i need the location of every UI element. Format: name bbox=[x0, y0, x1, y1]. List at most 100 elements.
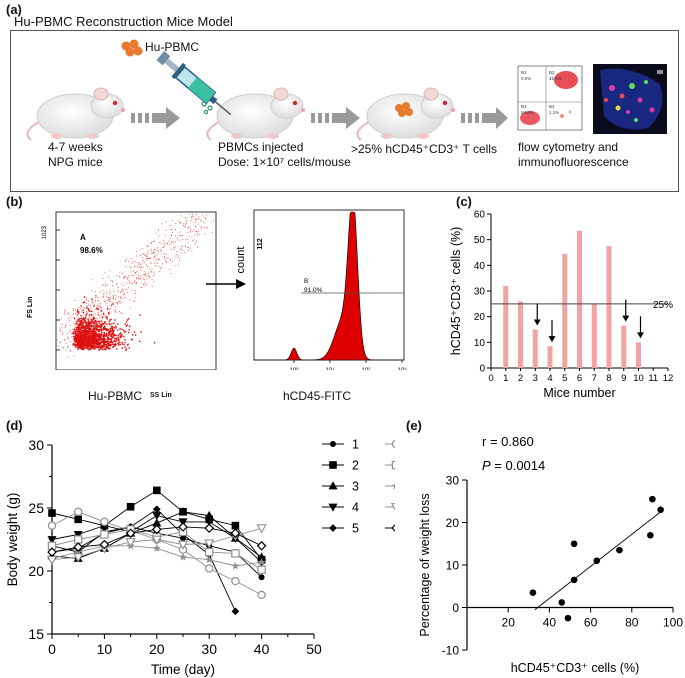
e-point-2 bbox=[564, 614, 572, 622]
d-point-10-1 bbox=[73, 542, 84, 552]
d-point-10-5 bbox=[178, 522, 188, 532]
d-point-9-3 bbox=[125, 538, 136, 548]
c-arrow-icon-3 bbox=[533, 319, 541, 326]
pbmc-cells-icon bbox=[121, 39, 143, 57]
c-x-tick-label-7: 7 bbox=[592, 373, 597, 384]
panel-c-label: (c) bbox=[456, 194, 472, 209]
gate-a-label: A bbox=[80, 233, 86, 242]
c-y-tick-label-4: 40 bbox=[474, 261, 486, 272]
c-bar-5 bbox=[562, 253, 568, 368]
d-point-10-6 bbox=[204, 523, 215, 534]
e-p-text: P = 0.0014 bbox=[482, 458, 545, 473]
d-y-tick-label-0: 15 bbox=[28, 626, 44, 642]
c-x-tick-label-0: 0 bbox=[488, 373, 493, 384]
e-x-label: hCD45⁺CD3⁺ cells (%) bbox=[511, 661, 640, 675]
mini-flow-plot: B1 0.0% B2 45.5% B3 54.6% B4 1.1% bbox=[517, 65, 583, 131]
hist-x-tick-label-0: 10⁰ bbox=[289, 367, 299, 370]
d-point-8-8 bbox=[257, 557, 266, 566]
step4-line2: immunofluorescence bbox=[518, 155, 629, 169]
e-y-tick-label-3: 20 bbox=[446, 516, 460, 530]
d-point-9-6 bbox=[204, 539, 215, 549]
panel-a-illustration: B1 0.0% B2 45.5% B3 54.6% B4 1.1% bbox=[26, 39, 667, 141]
panel-a-label: (a) bbox=[6, 2, 22, 17]
d-point-10-0 bbox=[47, 547, 57, 557]
c-y-tick-label-6: 60 bbox=[474, 210, 486, 221]
c-y-tick-label-0: 0 bbox=[479, 364, 485, 375]
c-bar-4 bbox=[547, 346, 553, 368]
c-reference-label: 25% bbox=[653, 300, 673, 311]
mini-v2: 45.5% bbox=[549, 76, 562, 81]
c-bar-9 bbox=[621, 325, 627, 368]
c-y-tick-label-1: 10 bbox=[474, 338, 486, 349]
step1-line2: NPG mice bbox=[48, 155, 103, 169]
hist-y-top: 112 bbox=[257, 238, 264, 249]
d-y-label: Body weight (g) bbox=[5, 493, 20, 587]
d-y-tick-label-3: 30 bbox=[28, 437, 44, 453]
c-x-tick-label-3: 3 bbox=[533, 373, 538, 384]
d-point-4-0 bbox=[47, 536, 57, 545]
step2-line2: Dose: 1×10⁷ cells/mouse bbox=[218, 155, 351, 169]
syringe-icon bbox=[156, 50, 232, 116]
c-x-tick-label-9: 9 bbox=[621, 373, 626, 384]
c-x-tick-label-10: 10 bbox=[633, 373, 644, 384]
c-bar-3 bbox=[532, 329, 538, 368]
e-p-value: = 0.0014 bbox=[491, 458, 546, 473]
histogram-curve bbox=[254, 211, 404, 361]
d-legend-marker-8 bbox=[392, 484, 395, 490]
scatter-y-label: FS Lin bbox=[27, 297, 34, 318]
d-x-tick-label-5: 50 bbox=[306, 641, 322, 657]
d-point-2-1 bbox=[74, 515, 83, 524]
d-point-10-2 bbox=[99, 539, 110, 550]
scatter-x-label-small: SS Lin bbox=[150, 392, 172, 399]
d-point-5-4 bbox=[152, 505, 161, 514]
d-point-9-1 bbox=[73, 553, 84, 563]
panel-a-title: Hu-PBMC Reconstruction Mice Model bbox=[14, 14, 233, 29]
d-point-6-2 bbox=[100, 517, 109, 527]
e-y-tick-label-4: 30 bbox=[446, 474, 460, 488]
d-point-7-2 bbox=[100, 530, 109, 539]
c-y-tick-label-5: 50 bbox=[474, 235, 486, 246]
d-point-2-4 bbox=[153, 486, 161, 495]
e-point-4 bbox=[570, 540, 578, 548]
e-y-tick-label-0: -10 bbox=[442, 644, 460, 658]
d-point-4-6 bbox=[204, 518, 214, 527]
c-bar-10 bbox=[636, 342, 641, 368]
d-legend-marker-2 bbox=[329, 461, 337, 469]
mini-q2: B2 bbox=[549, 70, 555, 75]
c-bar-6 bbox=[577, 230, 582, 368]
hu-pbmc-label: Hu-PBMC bbox=[145, 40, 200, 54]
c-x-tick-label-5: 5 bbox=[562, 373, 567, 384]
d-point-2-0 bbox=[48, 509, 56, 517]
c-x-tick-label-11: 11 bbox=[648, 373, 658, 384]
d-legend-label-2: 2 bbox=[352, 459, 359, 473]
d-point-6-6 bbox=[204, 564, 214, 573]
hist-y-label: count bbox=[235, 247, 247, 274]
e-x-tick-label-1: 40 bbox=[543, 616, 557, 630]
c-x-label: Mice number bbox=[543, 386, 615, 400]
d-point-8-5 bbox=[179, 552, 187, 561]
mini-v4: 1.1% bbox=[549, 110, 559, 115]
immunofluorescence-image bbox=[593, 64, 667, 134]
scatter-x-label-main: Hu-PBMC bbox=[88, 389, 143, 403]
e-point-9 bbox=[657, 506, 664, 514]
e-point-3 bbox=[570, 576, 578, 584]
d-point-9-8 bbox=[256, 524, 267, 534]
d-point-9-0 bbox=[46, 555, 58, 565]
d-point-10-7 bbox=[230, 528, 241, 539]
hist-x-tick-label-2: 10² bbox=[362, 368, 371, 370]
step2-line1: PBMCs injected bbox=[218, 140, 304, 154]
c-arrow-icon-9 bbox=[622, 315, 630, 322]
d-legend-marker-6 bbox=[391, 439, 395, 449]
d-point-5-7 bbox=[231, 607, 240, 616]
d-point-9-4 bbox=[151, 535, 162, 545]
d-point-6-8 bbox=[257, 590, 266, 600]
mini-q1: B1 bbox=[521, 70, 527, 75]
c-y-tick-label-3: 30 bbox=[474, 287, 486, 298]
e-y-label: Percentage of weight loss bbox=[418, 493, 432, 636]
hist-x-tick-label-1: 10¹ bbox=[326, 368, 335, 370]
process-arrow-1-icon bbox=[131, 107, 180, 129]
c-x-tick-label-6: 6 bbox=[577, 373, 582, 384]
d-legend-label-5: 5 bbox=[352, 522, 359, 536]
e-r-text: r = 0.860 bbox=[482, 434, 534, 449]
